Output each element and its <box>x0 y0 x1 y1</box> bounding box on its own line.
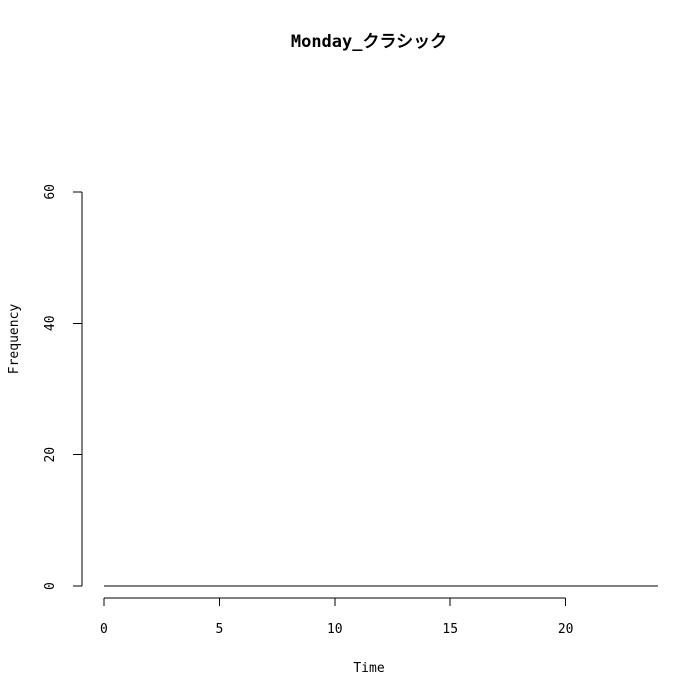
x-tick-label: 0 <box>100 622 108 637</box>
x-tick-label: 10 <box>327 622 343 637</box>
chart-title: Monday_クラシック <box>291 32 447 52</box>
y-tick-label: 20 <box>43 447 58 463</box>
x-axis-title: Time <box>353 661 384 676</box>
y-axis-title: Frequency <box>7 304 22 375</box>
y-tick-label: 40 <box>43 315 58 331</box>
y-tick-label: 60 <box>43 184 58 200</box>
y-axis: 0 20 40 60 <box>43 184 83 590</box>
x-tick-label: 15 <box>442 622 458 637</box>
x-tick-label: 5 <box>215 622 223 637</box>
x-axis: 0 5 10 15 20 <box>100 597 574 637</box>
x-tick-label: 20 <box>558 622 574 637</box>
y-tick-label: 0 <box>43 582 58 590</box>
